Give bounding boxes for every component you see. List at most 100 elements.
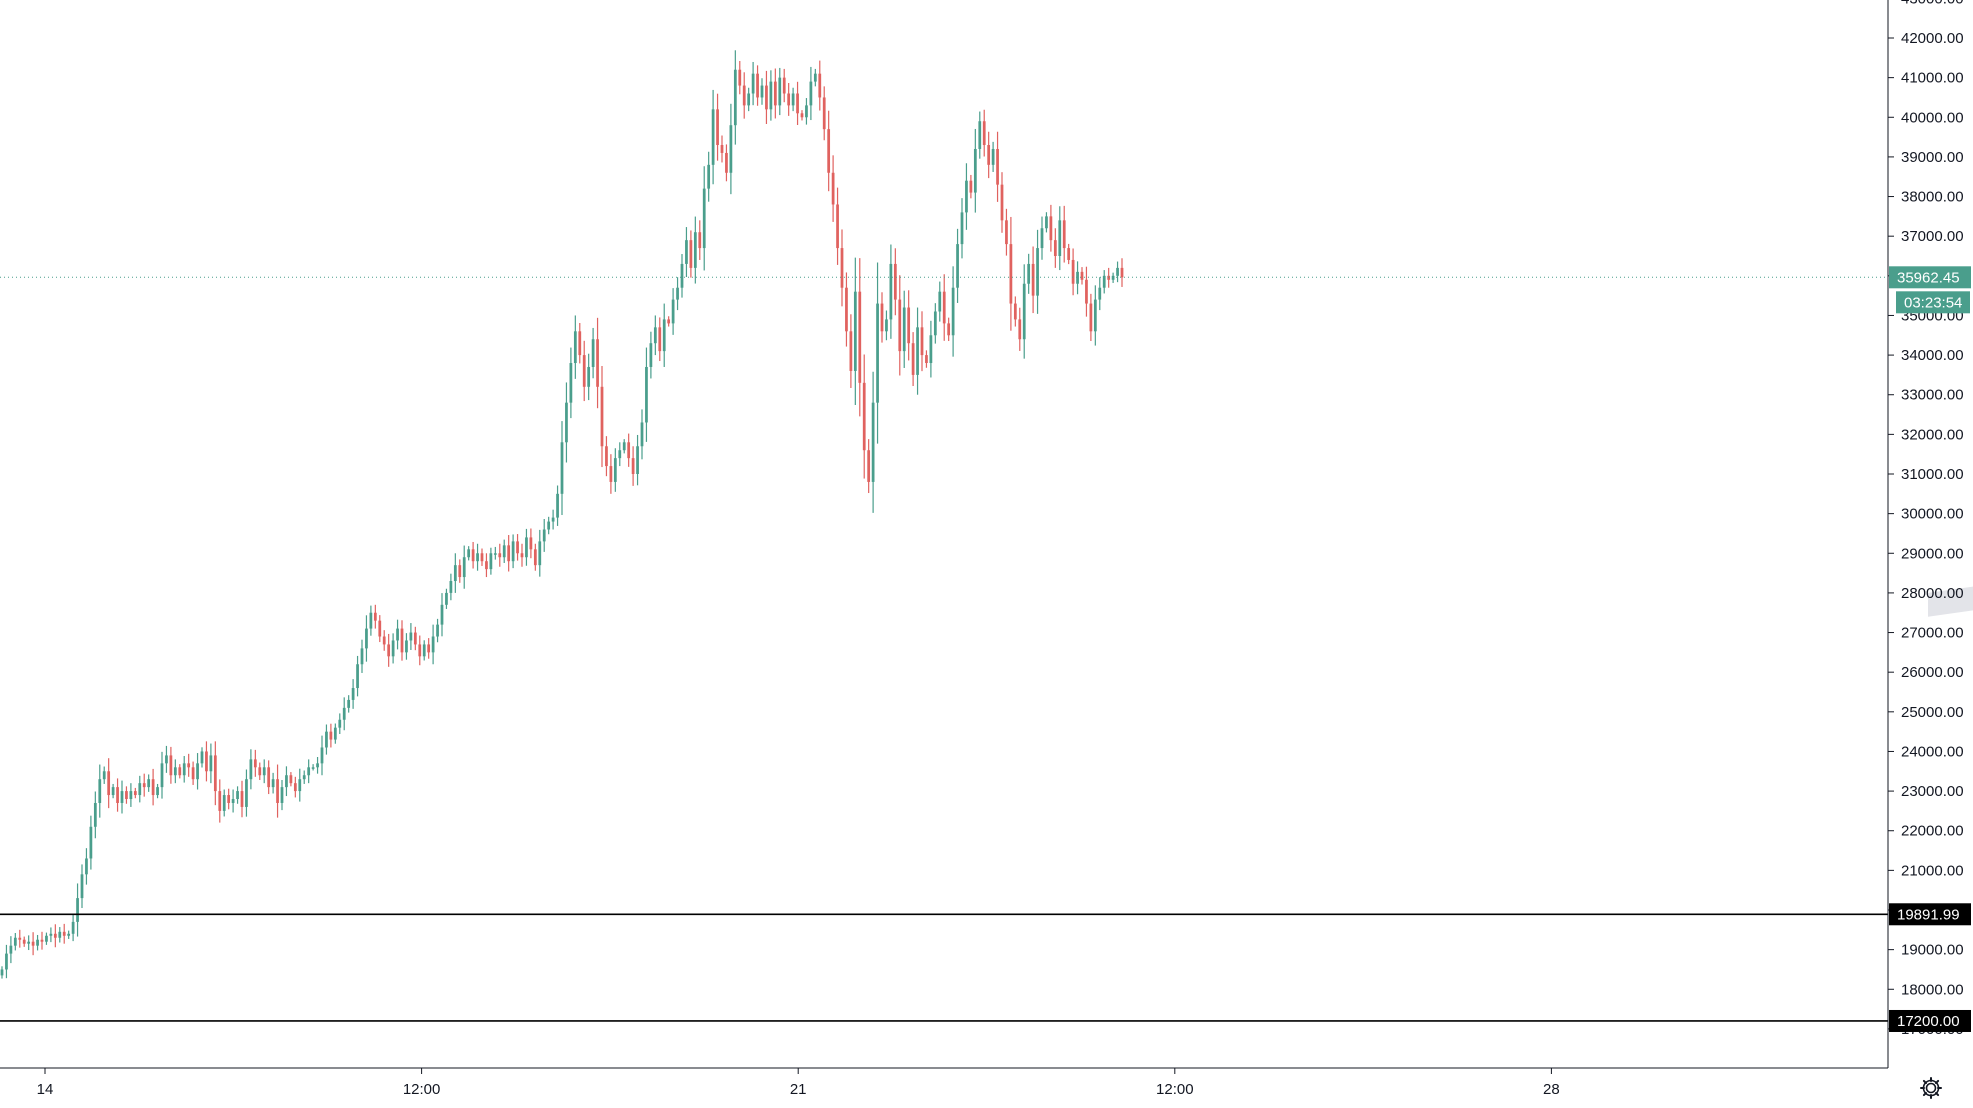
candle: [685, 227, 688, 278]
candle: [378, 615, 382, 643]
candle-body: [1053, 240, 1057, 256]
candle: [667, 316, 671, 327]
candle-body: [649, 343, 653, 367]
candle-body: [907, 307, 911, 344]
candle: [627, 433, 631, 467]
candle: [1000, 172, 1004, 233]
candle: [236, 786, 239, 804]
candle-body: [13, 937, 17, 946]
candle: [160, 751, 164, 799]
candle: [227, 788, 231, 810]
candle-body: [698, 232, 702, 249]
candle-body: [49, 933, 53, 936]
candle: [916, 307, 919, 395]
candle: [822, 86, 826, 141]
candle: [725, 144, 728, 182]
candle-body: [702, 188, 706, 249]
candle: [871, 371, 875, 513]
candle: [1040, 216, 1044, 260]
candle-body: [1080, 271, 1084, 280]
candle: [947, 317, 951, 342]
candle-body: [1120, 267, 1124, 278]
candle-body: [498, 553, 502, 558]
candle: [49, 927, 53, 943]
candle-body: [533, 549, 537, 566]
candle-body: [356, 664, 359, 689]
candle: [613, 448, 617, 492]
candle-body: [840, 248, 844, 288]
candle-body: [1076, 271, 1079, 284]
settings-gear-icon[interactable]: [1916, 1073, 1946, 1103]
candle-body: [858, 291, 862, 383]
time-tick-label: 12:00: [403, 1081, 441, 1098]
candle-body: [285, 775, 288, 788]
candle: [840, 229, 844, 307]
candle-body: [489, 553, 493, 570]
candle-body: [551, 517, 555, 522]
candle-body: [1071, 259, 1075, 284]
candle: [702, 166, 706, 271]
candle: [982, 109, 986, 157]
candle: [405, 633, 408, 660]
candle-body: [862, 382, 866, 451]
time-tick-label: 28: [1543, 1081, 1560, 1098]
candle-body: [725, 152, 728, 173]
candle-body: [996, 148, 999, 185]
candle-body: [605, 446, 608, 467]
candle-body: [391, 640, 395, 657]
candle: [1036, 229, 1039, 314]
candle: [560, 421, 564, 516]
candle-body: [298, 779, 302, 792]
level-low-tag-text: 17200.00: [1897, 1013, 1960, 1030]
candle: [436, 618, 439, 643]
candle: [800, 110, 804, 121]
candle-body: [378, 620, 382, 637]
candle: [147, 774, 151, 792]
candle: [680, 254, 684, 298]
candle-body: [578, 331, 582, 356]
candle-body: [867, 450, 871, 482]
candle-body: [898, 299, 902, 352]
candle: [902, 290, 906, 368]
candle: [942, 274, 946, 341]
candle: [889, 244, 893, 339]
candle-body: [409, 632, 413, 641]
candle: [716, 93, 719, 161]
candle: [329, 723, 333, 748]
support-channel[interactable]: [1928, 288, 1973, 617]
candle-body: [213, 755, 217, 792]
candle: [751, 61, 755, 106]
candle-body: [982, 121, 986, 146]
candle: [333, 723, 337, 744]
candle-body: [1045, 216, 1048, 229]
candle: [618, 442, 622, 467]
candle-body: [600, 386, 604, 447]
candle: [0, 966, 4, 979]
time-axis[interactable]: 14 12:00 21 12:00 28: [0, 1067, 1888, 1098]
candle-body: [778, 77, 782, 106]
candle: [1009, 216, 1013, 331]
candle-body: [1027, 263, 1031, 284]
candle: [27, 935, 31, 951]
candle: [747, 87, 751, 112]
candle: [525, 528, 528, 566]
candle-body: [791, 93, 795, 106]
candle-body: [511, 541, 515, 562]
candle-body: [667, 319, 671, 324]
candle: [191, 761, 195, 785]
candle-body: [889, 263, 893, 320]
candle-body: [560, 442, 564, 494]
candle: [1018, 307, 1022, 351]
candle-body: [480, 553, 484, 562]
candle-body: [680, 263, 684, 288]
candle-body: [525, 537, 528, 558]
candle-body: [809, 81, 813, 106]
candle: [151, 768, 155, 806]
candle-body: [173, 767, 177, 776]
candle-body: [45, 935, 48, 942]
candle-body: [187, 763, 191, 768]
candle: [969, 174, 973, 199]
candle: [978, 111, 982, 159]
